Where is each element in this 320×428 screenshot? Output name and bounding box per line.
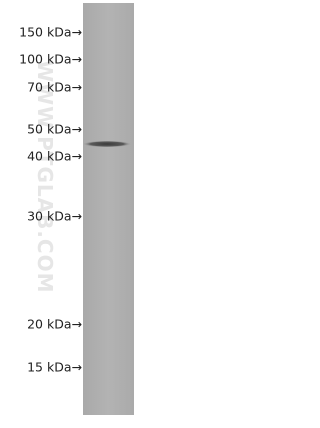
marker-label: 150 kDa→ bbox=[19, 25, 82, 40]
marker-label: 50 kDa→ bbox=[27, 122, 82, 137]
marker-label: 70 kDa→ bbox=[27, 80, 82, 95]
protein-band bbox=[83, 140, 131, 148]
marker-labels: 150 kDa→ 100 kDa→ 70 kDa→ 50 kDa→ 40 kDa→ 30 … bbox=[19, 25, 82, 375]
marker-label: 20 kDa→ bbox=[27, 317, 82, 332]
marker-label: 30 kDa→ bbox=[27, 209, 82, 224]
watermark: WWW.PTGLAB.COM bbox=[33, 60, 57, 294]
gel-lane bbox=[83, 3, 134, 415]
marker-label: 15 kDa→ bbox=[27, 360, 82, 375]
marker-label: 40 kDa→ bbox=[27, 149, 82, 164]
blot-image: WWW.PTGLAB.COM 150 kDa→ 100 kDa→ 70 kDa→ 50… bbox=[19, 3, 134, 415]
marker-label: 100 kDa→ bbox=[19, 52, 82, 67]
